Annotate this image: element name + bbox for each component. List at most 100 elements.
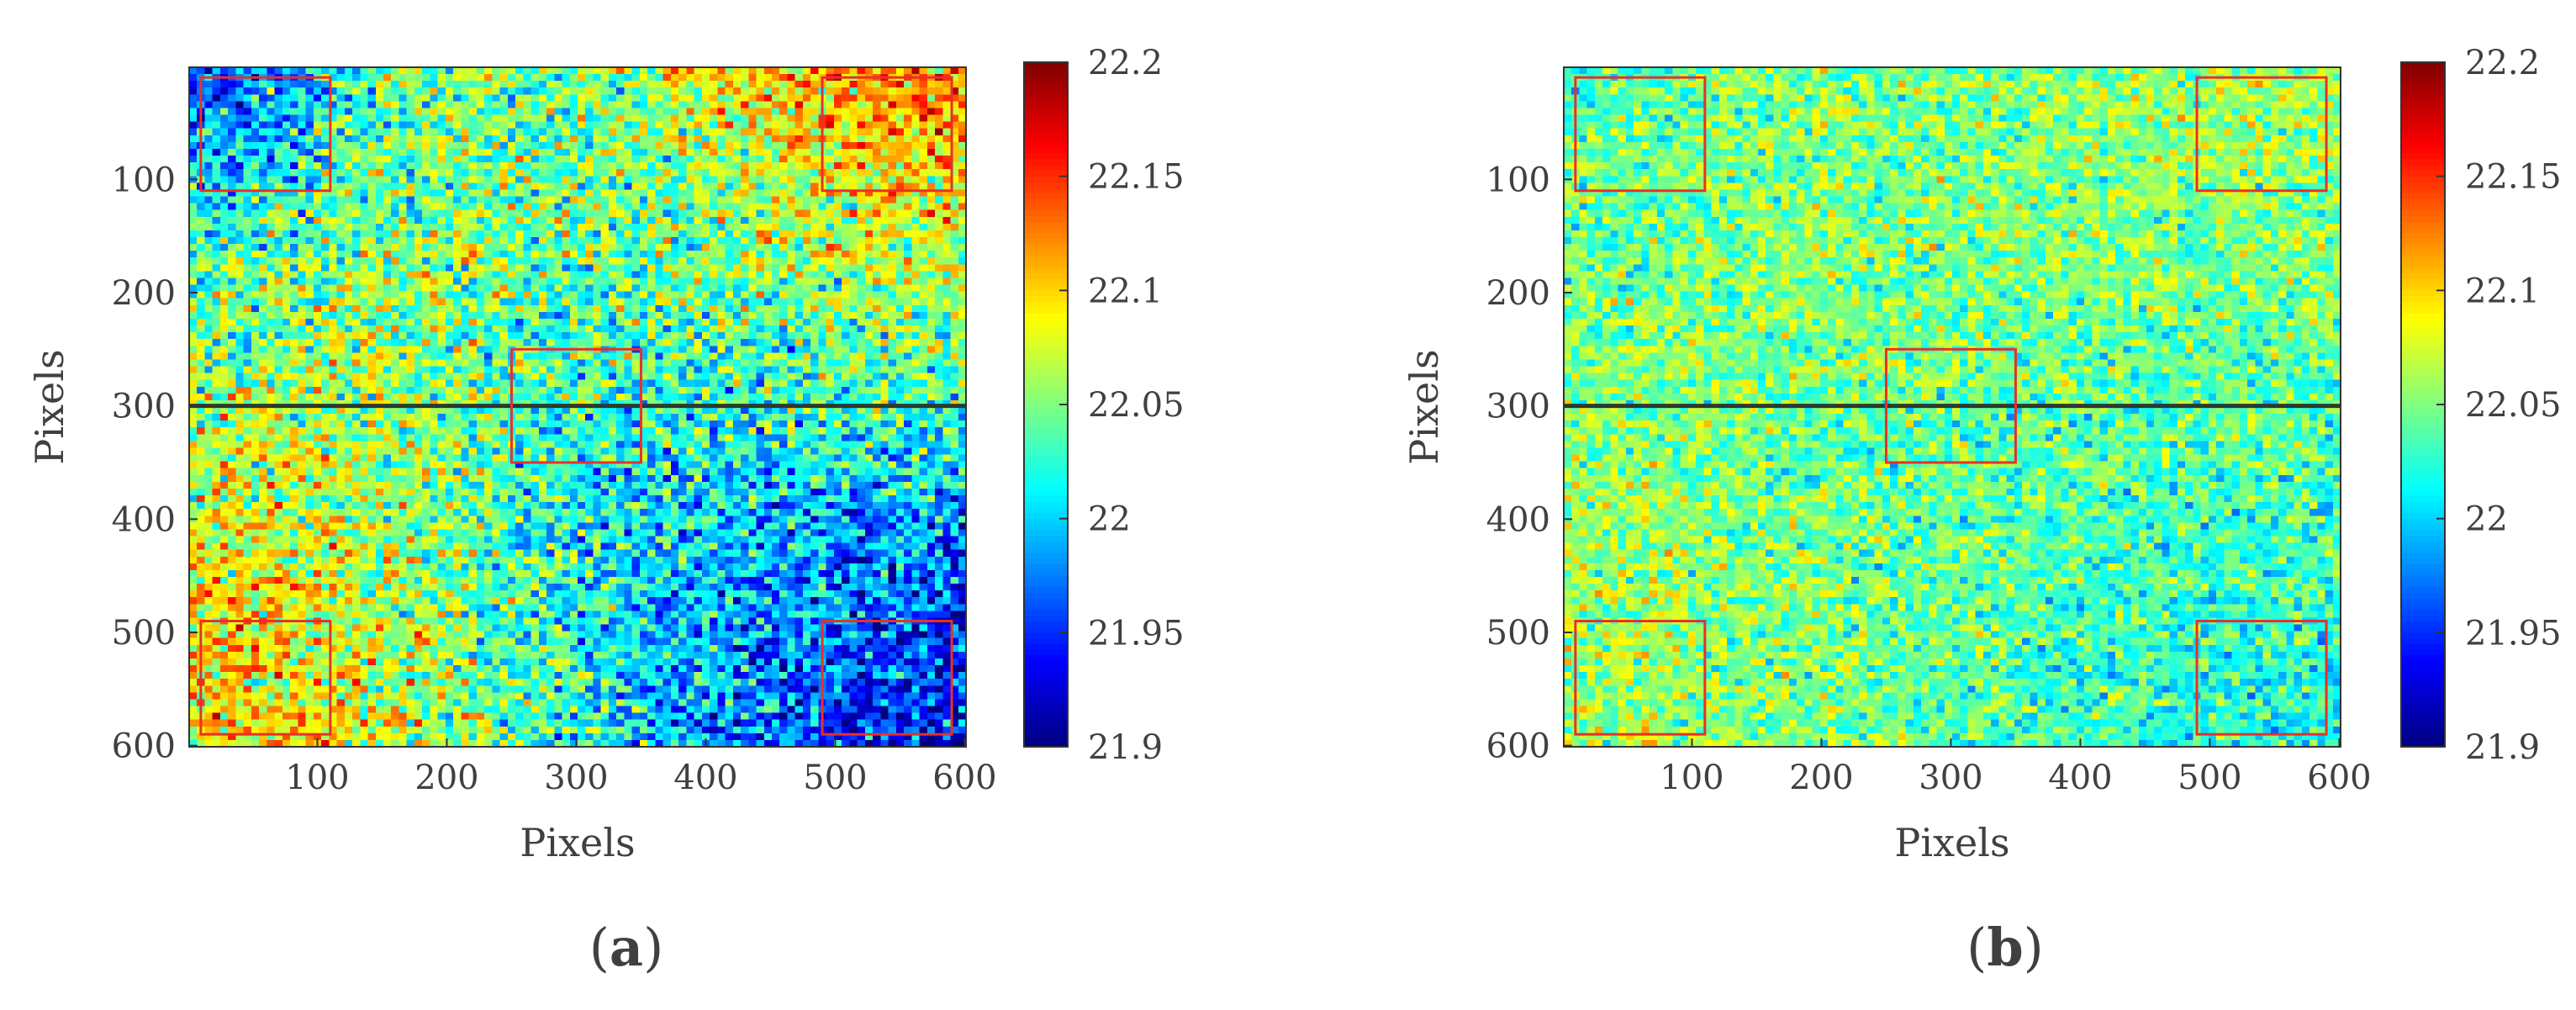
colorbar-segment [1024,632,1068,639]
colorbar-segment [1024,604,1068,611]
colorbar-segment [1024,399,1068,405]
colorbar-segment [2401,461,2445,468]
colorbar-segment [1024,193,1068,200]
colorbar-segment [2401,621,2445,628]
colorbar-segment [1024,267,1068,274]
colorbar-segment [2401,456,2445,463]
colorbar-segment [1024,501,1068,508]
colorbar-segment [1024,278,1068,286]
colorbar-segment [2401,723,2445,731]
colorbar-segment [1024,319,1068,325]
x-tick-label: 300 [1919,759,1982,797]
colorbar-segment [1024,325,1068,331]
colorbar-segment [1024,524,1068,531]
colorbar-segment [2401,558,2445,565]
colorbar-segment [2401,188,2445,194]
colorbar-segment [1024,598,1068,605]
colorbar-segment [1024,410,1068,417]
colorbar-segment [2401,598,2445,605]
colorbar-segment [2401,410,2445,417]
colorbar-segment [2401,256,2445,263]
colorbar-segment [1024,73,1068,81]
colorbar-segment [1024,227,1068,235]
colorbar-tick-label: 22.05 [1088,386,1185,425]
colorbar-segment [2401,245,2445,251]
colorbar-segment [1024,62,1068,69]
colorbar-segment [2401,62,2445,69]
colorbar-segment [2401,307,2445,315]
colorbar-segment [1024,427,1068,434]
colorbar-segment [2401,376,2445,383]
panel-label-letter: a [610,917,643,978]
colorbar-segment [1024,415,1068,423]
colorbar-segment [1024,569,1068,577]
colorbar-segment [1024,667,1068,674]
colorbar-segment [1024,507,1068,514]
y-tick-label: 200 [112,274,176,313]
colorbar-segment [1024,575,1068,583]
y-tick-label: 400 [1486,500,1550,539]
colorbar-segment [1024,313,1068,320]
colorbar-segment [1024,450,1068,457]
colorbar-segment [1024,723,1068,731]
y-axis-label: Pixels [1401,349,1447,464]
colorbar-segment [1024,661,1068,668]
colorbar-segment [1024,690,1068,696]
colorbar-segment [1024,444,1068,452]
colorbar-segment [1024,615,1068,622]
colorbar-segment [1024,124,1068,132]
y-tick-label: 200 [1486,274,1550,313]
colorbar-segment [2401,301,2445,309]
colorbar-segment [2401,250,2445,257]
colorbar-segment [1024,518,1068,526]
colorbar-segment [2401,649,2445,657]
colorbar-segment [1024,347,1068,354]
colorbar-segment [2401,267,2445,274]
x-tick-label: 100 [1660,759,1723,797]
colorbar-segment [2401,524,2445,531]
colorbar-segment [1024,130,1068,137]
colorbar-segment [2401,159,2445,166]
colorbar-segment [2401,427,2445,434]
colorbar-tick-label: 21.95 [1088,614,1185,653]
colorbar-segment [1024,376,1068,383]
region-box [1884,347,2017,464]
colorbar-segment [1024,655,1068,663]
colorbar-segment [1024,684,1068,690]
x-tick-label: 400 [673,759,737,797]
colorbar-segment [1024,541,1068,548]
colorbar-segment [1024,456,1068,463]
colorbar-tick-label: 22 [1088,500,1131,539]
colorbar-segment [1024,284,1068,292]
colorbar-segment [2401,587,2445,594]
colorbar-tick-label: 21.9 [2465,728,2540,767]
colorbar-segment [2401,672,2445,680]
colorbar-segment [2401,581,2445,588]
colorbar-segment [2401,262,2445,268]
colorbar-segment [1024,96,1068,103]
colorbar-segment [1024,381,1068,389]
colorbar-segment [2401,547,2445,554]
panel-label: (a) [589,917,664,978]
panel-label-close: ) [643,917,663,978]
colorbar-segment [1024,387,1068,394]
colorbar-segment [2401,421,2445,428]
colorbar-segment [1024,119,1068,126]
colorbar [2400,61,2446,748]
region-box [509,347,642,464]
colorbar-segment [2401,415,2445,423]
colorbar-segment [2401,325,2445,331]
colorbar-segment [1024,290,1068,297]
colorbar-segment [2401,182,2445,189]
colorbar-segment [2401,489,2445,497]
panel-label-open: ( [589,917,610,978]
colorbar-segment [1024,489,1068,497]
colorbar-tick-labels: 21.9 21.95 22 22.05 22.1 22.15 22.2 [1059,44,1185,767]
colorbar-segment [2401,610,2445,616]
region-box [199,620,332,736]
colorbar-segment [1024,610,1068,616]
colorbar-segment [1024,136,1068,143]
colorbar-segment [2401,124,2445,132]
colorbar-segment [2401,501,2445,508]
